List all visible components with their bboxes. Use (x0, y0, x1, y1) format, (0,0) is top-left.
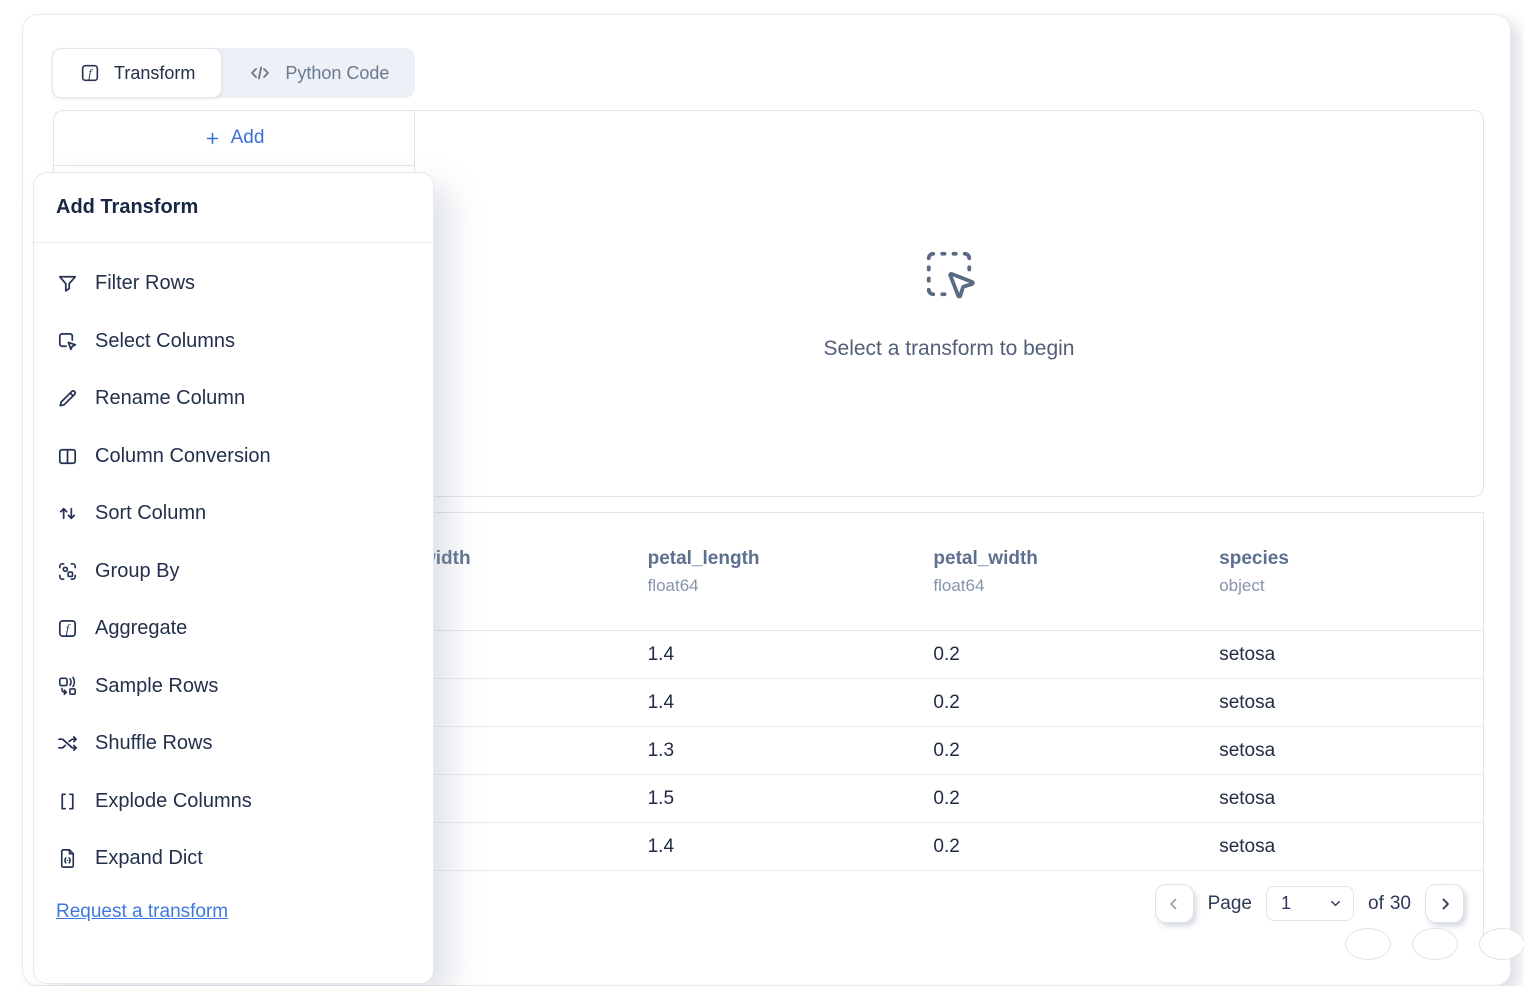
menu-item-sort-column[interactable]: Sort Column (34, 485, 433, 543)
menu-item-label: Shuffle Rows (95, 732, 213, 755)
cell: setosa (1219, 643, 1276, 665)
column-header-petal-length[interactable]: petal_length float64 (626, 544, 912, 600)
table-row[interactable]: 1.4 0.2 setosa (54, 823, 1483, 871)
pagination-bar: Page 1 of 30 (53, 869, 1482, 938)
menu-item-label: Aggregate (95, 617, 188, 640)
menu-item-label: Rename Column (95, 387, 246, 410)
menu-item-label: Column Conversion (95, 444, 271, 467)
svg-text:f: f (88, 66, 93, 80)
svg-text:f: f (66, 622, 71, 636)
prev-page-button[interactable] (1154, 884, 1194, 923)
menu-item-shuffle-rows[interactable]: Shuffle Rows (34, 715, 433, 773)
menu-item-filter-rows[interactable]: Filter Rows (34, 255, 433, 313)
menu-item-label: Group By (95, 559, 180, 582)
page-select[interactable]: 1 (1266, 886, 1354, 921)
menu-item-select-columns[interactable]: Select Columns (34, 313, 433, 371)
column-dtype: float64 (647, 576, 699, 596)
total-pages: 30 (1389, 892, 1411, 914)
column-header-species[interactable]: species object (1197, 544, 1483, 600)
menu-item-explode-columns[interactable]: Explode Columns (34, 773, 433, 831)
add-transform-popover: Add Transform Filter Rows Select Columns (33, 172, 434, 984)
plus-icon (204, 130, 221, 147)
cell: 0.2 (933, 835, 960, 857)
tab-transform[interactable]: f Transform (52, 48, 223, 98)
function-icon: f (79, 62, 101, 84)
column-name: species (1219, 547, 1289, 569)
sample-rows-icon (56, 675, 79, 698)
next-page-button[interactable] (1425, 884, 1464, 923)
cell: setosa (1219, 739, 1276, 761)
column-name: petal_length (647, 547, 760, 569)
cell: 1.4 (647, 643, 675, 665)
clipped-button[interactable] (1345, 928, 1391, 960)
menu-item-aggregate[interactable]: f Aggregate (34, 600, 433, 658)
view-tabbar: f Transform Python Code (52, 48, 416, 98)
column-name: petal_width (933, 547, 1038, 569)
menu-item-column-conversion[interactable]: Column Conversion (34, 428, 433, 486)
cell: 1.4 (647, 691, 675, 713)
shuffle-icon (56, 732, 79, 755)
tab-python-code[interactable]: Python Code (222, 48, 415, 98)
chevron-right-icon (1436, 895, 1454, 913)
menu-item-sample-rows[interactable]: Sample Rows (34, 658, 433, 716)
menu-item-group-by[interactable]: Group By (34, 543, 433, 601)
table-row[interactable]: 1.4 0.2 setosa (54, 679, 1483, 727)
chevron-down-icon (1328, 896, 1343, 911)
pencil-icon (56, 387, 79, 410)
filter-icon (56, 272, 79, 295)
group-by-icon (56, 560, 79, 583)
menu-item-label: Sort Column (95, 502, 207, 525)
select-columns-icon (56, 330, 79, 353)
menu-item-rename-column[interactable]: Rename Column (34, 370, 433, 428)
cell: 1.5 (647, 787, 675, 809)
column-dtype: object (1219, 576, 1265, 596)
menu-item-label: Sample Rows (95, 674, 219, 697)
tab-python-code-label: Python Code (285, 62, 390, 83)
cell: 0.2 (933, 643, 960, 665)
table-row[interactable]: 1.5 0.2 setosa (54, 775, 1483, 823)
request-transform-link[interactable]: Request a transform (56, 900, 229, 922)
cell: setosa (1219, 691, 1276, 713)
aggregate-function-icon: f (56, 617, 79, 640)
page-label: Page (1207, 892, 1252, 914)
cell: setosa (1219, 835, 1276, 857)
cell: 1.3 (647, 739, 675, 761)
page-select-value: 1 (1281, 893, 1292, 913)
cell: 0.2 (933, 739, 960, 761)
expand-dict-icon (56, 847, 79, 870)
table-row[interactable]: 1.3 0.2 setosa (54, 727, 1483, 775)
cell: 0.2 (933, 787, 960, 809)
of-label: of 30 (1368, 893, 1411, 915)
cell: 1.4 (647, 835, 675, 857)
add-button-label: Add (230, 127, 265, 148)
empty-state-message: Select a transform to begin (823, 336, 1075, 360)
of-word: of (1368, 892, 1384, 914)
sort-arrows-icon (56, 502, 79, 525)
cell: setosa (1219, 787, 1276, 809)
menu-item-label: Expand Dict (95, 847, 203, 870)
menu-item-label: Select Columns (95, 329, 236, 352)
column-header-petal-width[interactable]: petal_width float64 (911, 544, 1197, 600)
tab-transform-label: Transform (114, 62, 196, 83)
code-icon (248, 61, 272, 85)
clipped-button[interactable] (1479, 928, 1524, 960)
menu-item-label: Filter Rows (95, 272, 196, 295)
clipped-button[interactable] (1412, 928, 1458, 960)
chevron-left-icon (1165, 895, 1183, 913)
menu-item-expand-dict[interactable]: Expand Dict (34, 830, 433, 888)
cell: 0.2 (933, 691, 960, 713)
brackets-icon (56, 790, 79, 813)
transform-menu-list: Filter Rows Select Columns Rename Column (34, 243, 433, 888)
add-transform-button[interactable]: Add (54, 111, 414, 166)
columns-icon (56, 445, 79, 468)
menu-item-label: Explode Columns (95, 789, 252, 812)
table-row[interactable]: 1.4 0.2 setosa (54, 631, 1483, 679)
empty-state: Select a transform to begin (415, 111, 1483, 496)
column-dtype: float64 (933, 576, 985, 596)
popover-title: Add Transform (34, 173, 433, 243)
cursor-select-icon (922, 247, 976, 301)
